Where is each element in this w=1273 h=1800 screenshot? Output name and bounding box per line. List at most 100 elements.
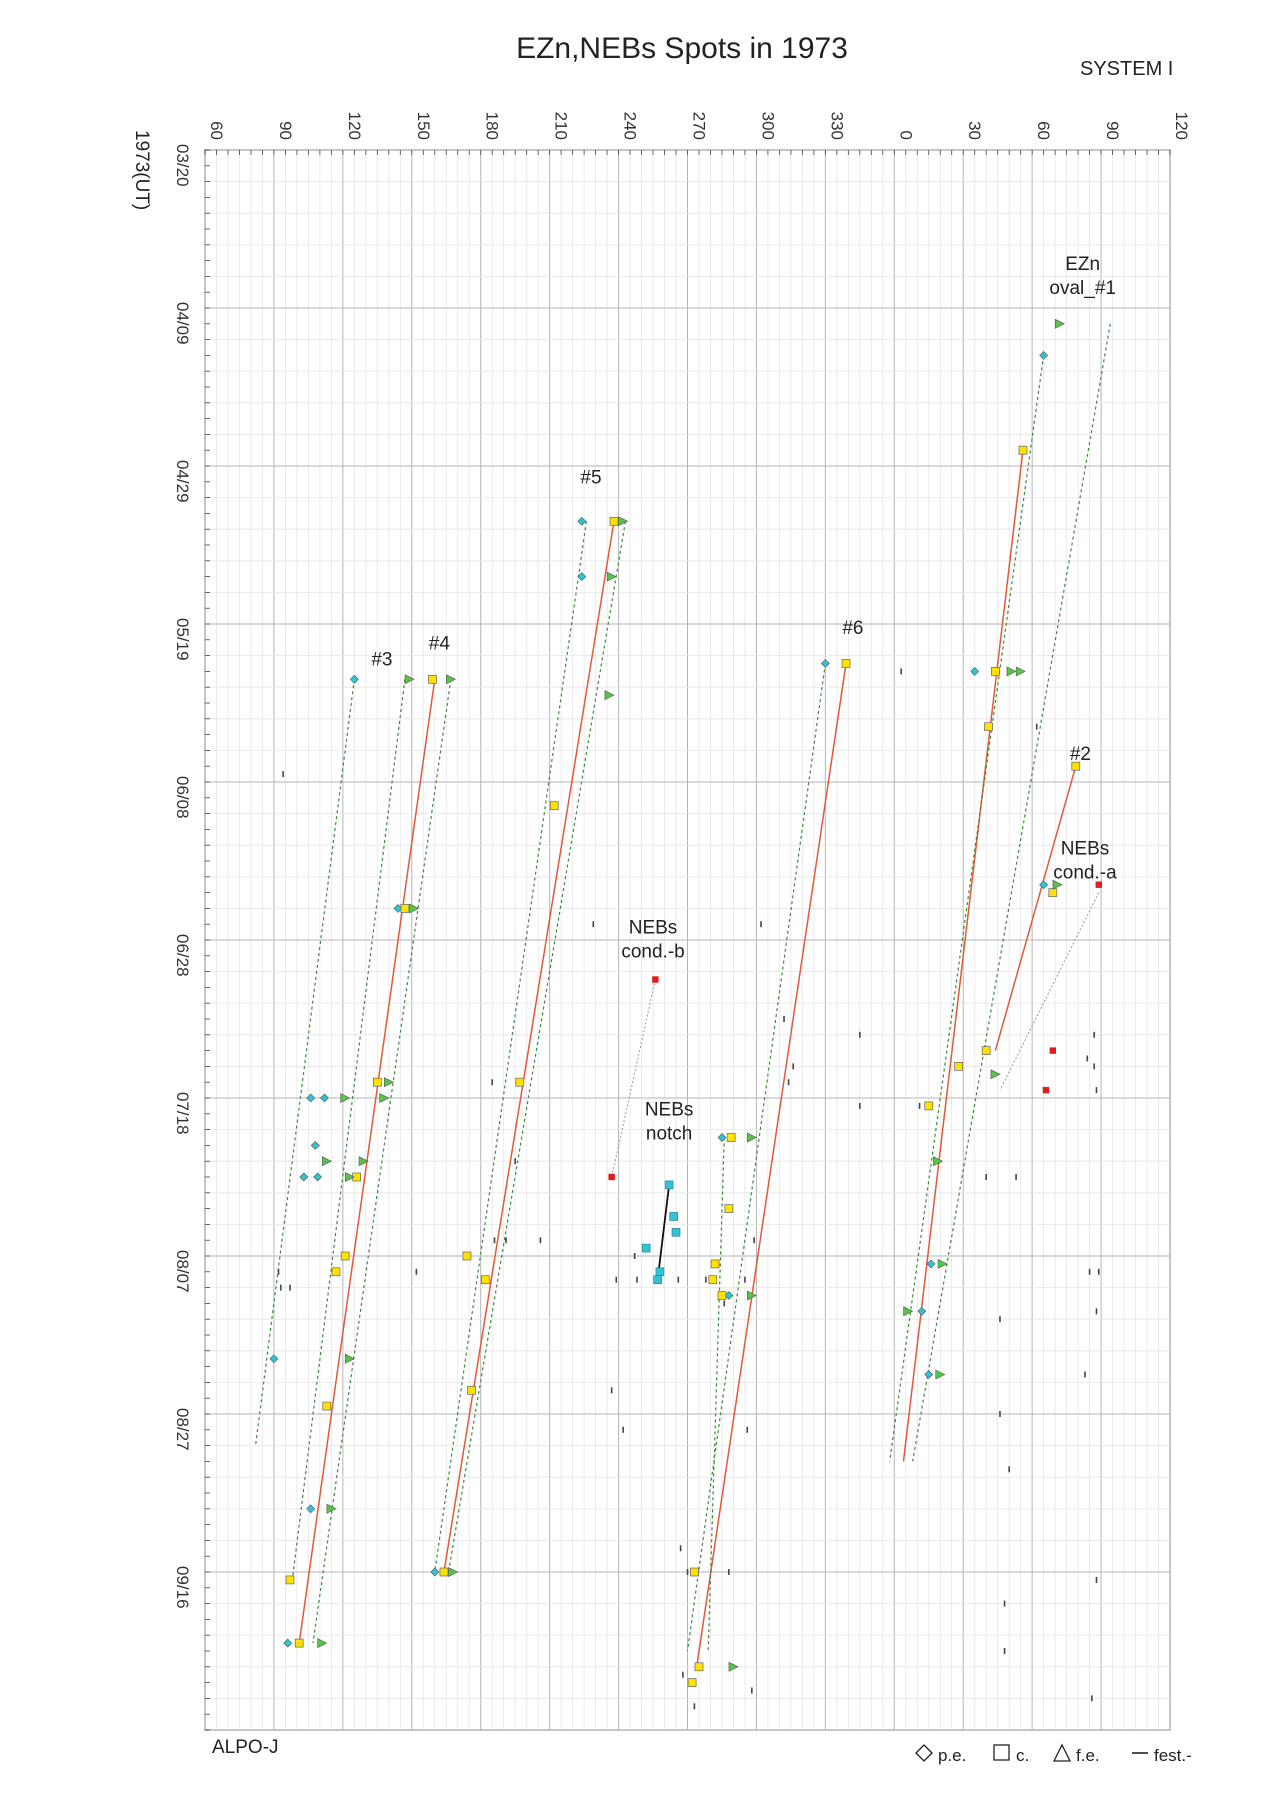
center-point [340, 1251, 350, 1261]
annotation-notch: NEBs [645, 1099, 694, 1120]
pe-point [577, 572, 587, 582]
annotation-notch: notch [646, 1123, 692, 1144]
pe-point [717, 1133, 727, 1142]
y-tick-label: 09/16 [173, 1566, 192, 1609]
center-point [724, 1204, 734, 1213]
legend-triangle-icon [1052, 1743, 1072, 1762]
fe-point [344, 1172, 355, 1182]
annotation-n5: #5 [580, 468, 601, 489]
fe-point [358, 1156, 369, 1167]
center-point [841, 659, 851, 668]
credit-label: ALPO-J [212, 1737, 279, 1758]
center-point [372, 1077, 382, 1087]
center-point [924, 1101, 934, 1111]
pe-point [320, 1093, 329, 1103]
pe-point [306, 1093, 316, 1103]
x-tick-label: 330 [827, 112, 846, 140]
annotation-oval1: EZn [1065, 254, 1100, 275]
pe-point [349, 674, 359, 684]
x-tick-label: 150 [414, 112, 433, 140]
drift-line-fe [912, 323, 1111, 1462]
cond-point [1095, 881, 1102, 888]
pe-point [820, 659, 830, 668]
center-point [954, 1062, 963, 1071]
annotation-n2: #2 [1070, 744, 1091, 765]
pe-point [313, 1172, 323, 1182]
x-tick-labels: 60 90 120 150 180 210 240 270 300 330 0 30 60 90 120 [207, 112, 1191, 140]
center-point [467, 1385, 476, 1395]
drift-lines [254, 323, 1111, 1667]
center-point [690, 1567, 699, 1577]
center-point [515, 1077, 525, 1087]
fe-point [1015, 666, 1026, 677]
fe-point [747, 1132, 758, 1143]
y-tick-label: 03/20 [173, 144, 192, 187]
fe-point [404, 674, 415, 685]
chart-title: EZn,NEBs Spots in 1973 [516, 32, 848, 65]
pe-point [1039, 350, 1049, 360]
x-tick-label: 120 [1172, 112, 1191, 140]
drift-line-notch [656, 1184, 671, 1280]
drift-line-fe [291, 679, 406, 1580]
x-tick-label: 180 [483, 112, 502, 140]
center-point [708, 1275, 718, 1285]
fe-point [604, 690, 615, 701]
legend-diamond-icon [915, 1744, 933, 1762]
fe-point [606, 571, 617, 582]
fe-point [321, 1156, 332, 1167]
fe-point [747, 1290, 758, 1301]
notch-point [671, 1228, 681, 1237]
pe-point [926, 1259, 936, 1269]
pe-point [1039, 880, 1049, 890]
annotation-n3: #3 [371, 649, 392, 670]
center-point [687, 1678, 697, 1687]
grid [204, 149, 1171, 1731]
pe-point [577, 516, 587, 526]
x-tick-label: 300 [758, 112, 777, 140]
fe-point [1006, 666, 1017, 677]
legend-label: c. [1016, 1746, 1029, 1765]
fe-point [1052, 879, 1063, 890]
y-tick-labels: 03/20 04/09 04/29 05/19 06/08 06/28 07/18 08/07… [173, 144, 192, 1609]
legend-label: f.e. [1076, 1746, 1100, 1765]
annotation-n4: #4 [429, 634, 451, 655]
x-tick-label: 120 [345, 112, 364, 140]
center-point [549, 801, 559, 811]
x-tick-label: 0 [896, 131, 915, 140]
drift-line-fe [707, 1137, 725, 1652]
x-tick-label: 60 [207, 121, 226, 140]
center-point [710, 1259, 720, 1269]
y-tick-label: 04/09 [173, 302, 192, 345]
pe-point [283, 1638, 293, 1648]
data-points [269, 318, 1102, 1710]
legend-label: p.e. [938, 1746, 966, 1765]
system-label: SYSTEM I [1080, 58, 1173, 80]
pe-point [917, 1306, 927, 1316]
notch-point [653, 1275, 662, 1284]
pe-point [306, 1504, 316, 1514]
center-point [480, 1275, 490, 1285]
pe-point [310, 1140, 320, 1150]
fe-point [446, 674, 457, 685]
drift-line-cond [999, 892, 1100, 1091]
drift-line-pe [889, 355, 1045, 1462]
center-point [981, 1046, 991, 1055]
fe-point [340, 1093, 351, 1103]
drift-line-c [994, 765, 1077, 1051]
annotation-condB: cond.-b [621, 942, 684, 963]
center-point [439, 1567, 449, 1577]
legend-label: fest.- [1154, 1746, 1192, 1765]
drift-line-c [443, 521, 615, 1573]
fe-point [937, 1258, 948, 1269]
fe-point [384, 1077, 394, 1088]
x-tick-label: 60 [1034, 121, 1053, 140]
y-axis-label: 1973(UT) [131, 130, 152, 210]
center-point [331, 1267, 341, 1277]
pe-point [269, 1354, 279, 1364]
pe-point [299, 1172, 309, 1182]
fe-point [618, 516, 629, 527]
center-point [717, 1291, 727, 1300]
center-point [1018, 445, 1028, 455]
x-tick-label: 90 [276, 121, 295, 140]
